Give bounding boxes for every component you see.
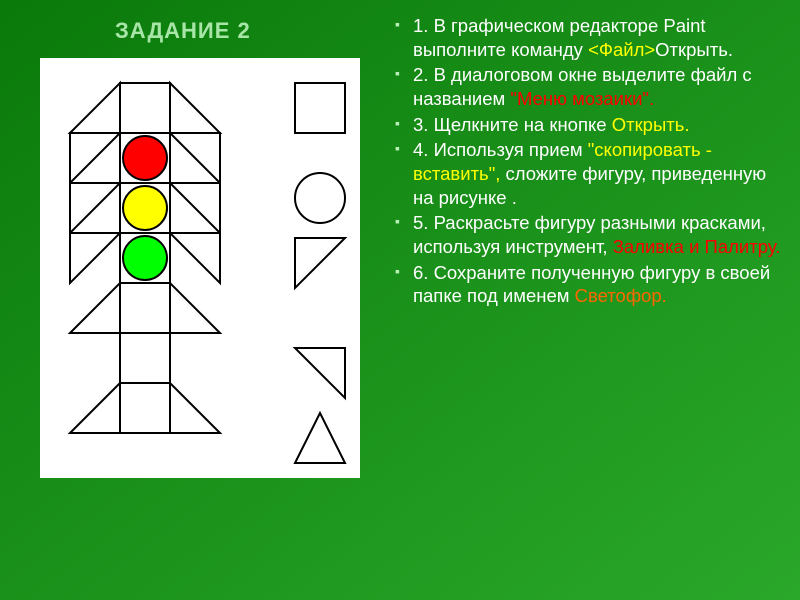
traffic-light-svg: [40, 58, 360, 478]
instruction-item: 1. В графическом редакторе Paint выполни…: [395, 14, 785, 61]
task-title: ЗАДАНИЕ 2: [115, 18, 251, 44]
illustration-panel: [40, 58, 360, 478]
instruction-item: 5. Раскрасьте фигуру разными красками, и…: [395, 211, 785, 258]
instructions-list: 1. В графическом редакторе Paint выполни…: [395, 14, 785, 310]
instruction-item: 4. Используя прием "скопировать - встави…: [395, 138, 785, 209]
instruction-item: 3. Щелкните на кнопке Открыть.: [395, 113, 785, 137]
instruction-item: 2. В диалоговом окне выделите файл с наз…: [395, 63, 785, 110]
instruction-item: 6. Сохраните полученную фигуру в своей п…: [395, 261, 785, 308]
